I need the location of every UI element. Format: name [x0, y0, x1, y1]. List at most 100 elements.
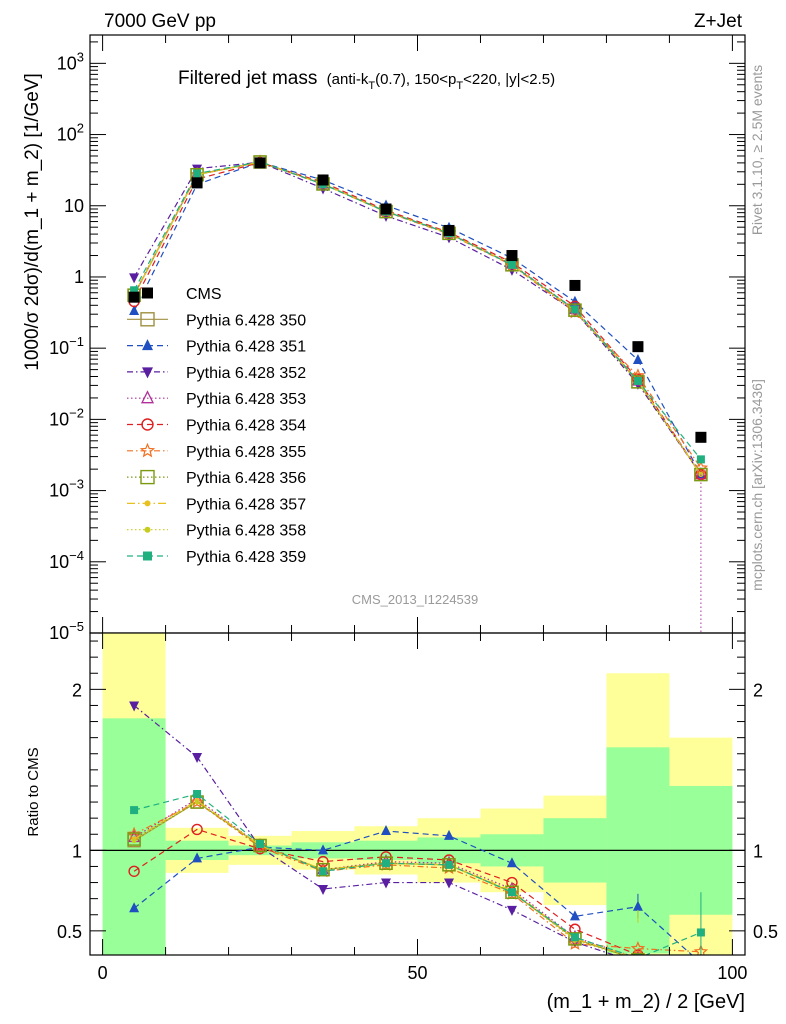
legend-marker: [141, 418, 154, 431]
ratio-y-tick-label: 0.5: [57, 922, 82, 942]
legend-label: Pythia 6.428 352: [186, 365, 306, 382]
series-point-main: [696, 455, 705, 464]
series-point-ratio: [696, 957, 706, 967]
legend-label-cms: CMS: [186, 286, 222, 303]
y-tick-label: 10−5: [49, 619, 84, 643]
series-line-ratio: [133, 830, 693, 955]
mcplots-label: mcplots.cern.ch [arXiv:1306.3436]: [749, 379, 765, 591]
cms-data-point: [191, 177, 203, 189]
legend-marker: [144, 526, 151, 533]
y-tick-label: 1: [74, 267, 84, 287]
series-point-ratio: [635, 957, 640, 962]
legend-marker-cms: [142, 287, 153, 299]
cms-data-point: [569, 279, 581, 291]
series-point-main: [694, 467, 708, 482]
series-point-ratio: [319, 867, 328, 876]
legend-label: Pythia 6.428 351: [186, 339, 306, 356]
series-point-ratio: [696, 957, 706, 967]
series-point-main: [570, 305, 579, 314]
series-point-main: [632, 353, 643, 364]
series-point-ratio: [131, 838, 137, 844]
series-point-ratio: [505, 885, 519, 899]
series-line-ratio: [133, 801, 701, 953]
series-point-main: [567, 304, 583, 319]
series-point-main: [633, 376, 642, 385]
analysis-watermark: CMS_2013_I1224539: [352, 592, 479, 607]
series-point-ratio: [635, 956, 640, 961]
series-point-ratio: [696, 959, 706, 969]
series-line-main: [133, 161, 702, 475]
cms-data-point: [695, 431, 707, 443]
series-point-ratio: [632, 949, 644, 955]
series-point-ratio: [631, 953, 645, 955]
x-tick-label: 100: [717, 963, 747, 983]
y-axis-label-main: 1000/σ 2dσ)/d(m_1 + m_2) [1/GeV]: [22, 73, 43, 371]
plot-title: Filtered jet mass (anti-kT(0.7), 150<pT<…: [178, 68, 555, 92]
series-point-ratio: [444, 860, 453, 869]
cms-data-point: [254, 157, 266, 169]
series-line-main: [133, 161, 702, 460]
series-point-main: [193, 169, 202, 178]
series-point-ratio: [506, 857, 517, 868]
series-point-ratio: [256, 839, 265, 848]
series-point-ratio: [443, 829, 454, 840]
series-line-ratio: [133, 793, 702, 955]
legend-label: Pythia 6.428 354: [186, 418, 306, 435]
legend-marker: [140, 469, 155, 485]
legend-marker: [142, 367, 153, 379]
series-point-main: [693, 460, 709, 475]
cms-data-point: [443, 224, 455, 236]
y-tick-label: 10−1: [49, 334, 84, 358]
legend-marker: [144, 500, 151, 507]
ratio-y-tick-label-right: 0.5: [753, 922, 778, 942]
series-point-ratio: [129, 701, 140, 712]
series-point-ratio: [318, 844, 329, 855]
series-line-ratio: [133, 828, 643, 955]
plot-title-sub2: T: [456, 80, 463, 92]
ratio-y-tick-label-right: 1: [753, 841, 763, 861]
ratio-y-tick-label: 1: [72, 841, 82, 861]
cms-data-point: [506, 250, 518, 262]
series-point-ratio: [570, 933, 579, 942]
main-panel-frame: [89, 34, 746, 634]
legend-label: Pythia 6.428 355: [186, 444, 306, 461]
legend-marker: [142, 339, 153, 351]
series-point-ratio: [192, 852, 203, 863]
series-point-ratio: [128, 865, 140, 877]
series-point-ratio: [696, 958, 706, 968]
series-point-ratio: [695, 957, 707, 969]
plot-title-detail-suffix: <220, |y|<2.5): [463, 71, 555, 88]
cms-data-point: [632, 341, 644, 353]
legend-marker: [139, 442, 156, 458]
legend-label: Pythia 6.428 356: [186, 470, 306, 487]
plot-title-detail-mid: (0.7), 150<p: [375, 71, 456, 88]
series-point-ratio: [630, 940, 646, 955]
ratio-y-tick-label-right: 2: [753, 680, 763, 700]
series-point-ratio: [252, 839, 268, 854]
ratio-panel-frame: [89, 632, 746, 956]
series-point-ratio: [443, 878, 454, 889]
series-point-ratio: [504, 886, 520, 900]
series-point-ratio: [382, 859, 391, 868]
series-point-main: [129, 273, 140, 284]
series-point-ratio: [381, 878, 392, 889]
series-point-ratio: [698, 961, 703, 966]
series-point-main: [130, 286, 139, 295]
x-tick-label: 0: [98, 963, 108, 983]
legend-label: Pythia 6.428 357: [186, 496, 306, 513]
plot-title-detail-prefix: (anti-k: [327, 71, 369, 88]
series-point-main: [129, 304, 140, 315]
x-axis-label: (m_1 + m_2) / 2 [GeV]: [547, 991, 745, 1013]
y-tick-label: 10−3: [49, 477, 84, 501]
series-point-ratio: [695, 957, 707, 969]
y-axis-label-ratio: Ratio to CMS: [25, 747, 42, 836]
y-tick-label: 103: [57, 49, 84, 73]
ratio-y-tick-label: 2: [72, 680, 82, 700]
plot-title-main: Filtered jet mass: [178, 68, 317, 89]
y-tick-label: 10: [64, 196, 84, 216]
cms-data-point: [317, 174, 329, 186]
series-point-ratio: [129, 902, 140, 913]
series-line-main: [133, 161, 702, 475]
